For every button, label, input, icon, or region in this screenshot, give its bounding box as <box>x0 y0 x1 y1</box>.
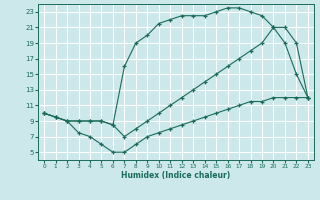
X-axis label: Humidex (Indice chaleur): Humidex (Indice chaleur) <box>121 171 231 180</box>
